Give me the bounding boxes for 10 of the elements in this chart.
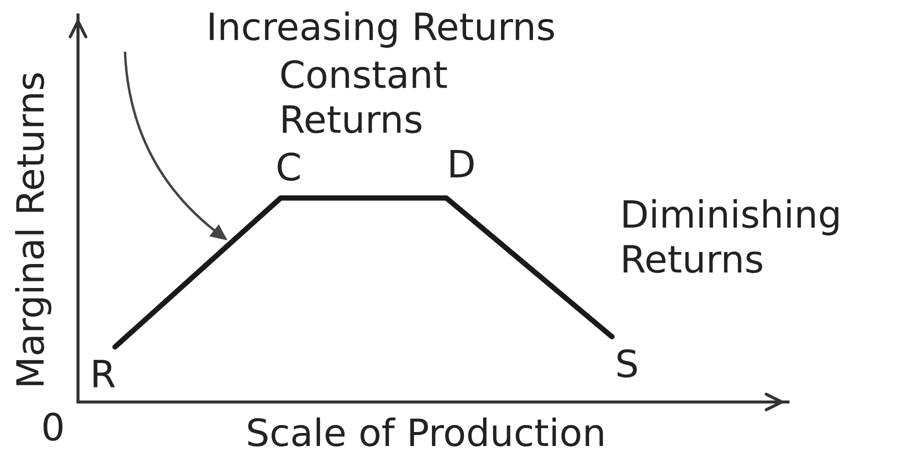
text: 0 [44, 412, 62, 441]
text: Constant Returns [281, 60, 447, 134]
annotation: S [618, 349, 637, 378]
annotation: R [94, 360, 115, 388]
text: C [278, 152, 300, 181]
text: D [450, 150, 474, 178]
x-axis-title: Scale of Production [248, 417, 603, 447]
y-axis-title: Marginal Returns [15, 73, 52, 386]
annotation: Diminishing Returns [624, 199, 838, 274]
text: Increasing Returns [210, 12, 554, 48]
